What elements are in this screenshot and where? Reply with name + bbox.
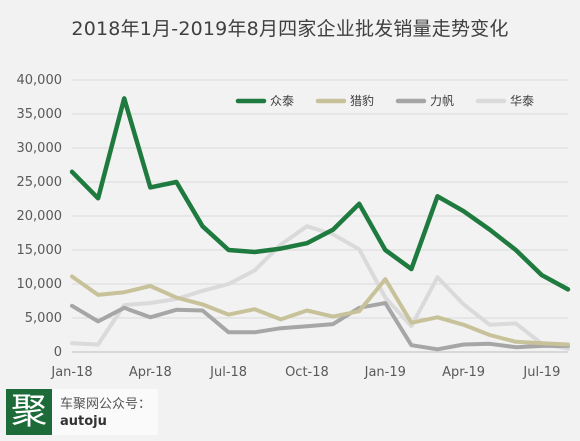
watermark-logo: 聚 (6, 389, 52, 435)
legend-label: 猎豹 (350, 93, 374, 108)
y-tick-label: 35,000 (17, 107, 63, 122)
x-tick-label: Apr-19 (442, 365, 485, 380)
y-tick-label: 10,000 (17, 277, 63, 292)
watermark-account: autoju (60, 414, 107, 429)
series-line-3 (70, 224, 570, 351)
x-tick-label: Oct-18 (285, 365, 329, 380)
x-tick-label: Jul-19 (522, 365, 560, 380)
series-line-1 (70, 274, 570, 347)
y-tick-label: 20,000 (17, 209, 63, 224)
watermark-text: 车聚网公众号： (60, 397, 152, 412)
legend-label: 华泰 (510, 94, 534, 108)
watermark-box (52, 389, 158, 435)
y-tick-label: 5,000 (25, 311, 62, 326)
y-tick-label: 25,000 (17, 175, 63, 190)
y-tick-label: 40,000 (17, 73, 63, 88)
x-tick-label: Jan-19 (364, 365, 406, 380)
legend-label: 众泰 (270, 94, 294, 108)
y-tick-label: 15,000 (17, 243, 63, 258)
y-tick-label: 30,000 (17, 141, 63, 156)
series-line-2 (70, 301, 570, 352)
x-tick-label: Jan-18 (50, 365, 92, 380)
y-tick-label: 0 (54, 345, 62, 360)
legend-label: 力帆 (430, 93, 454, 108)
x-tick-label: Apr-18 (129, 365, 172, 380)
chart-title: 2018年1月-2019年8月四家企业批发销量走势变化 (71, 18, 509, 40)
series-line-0 (69, 96, 571, 292)
x-tick-label: Jul-18 (209, 365, 247, 380)
